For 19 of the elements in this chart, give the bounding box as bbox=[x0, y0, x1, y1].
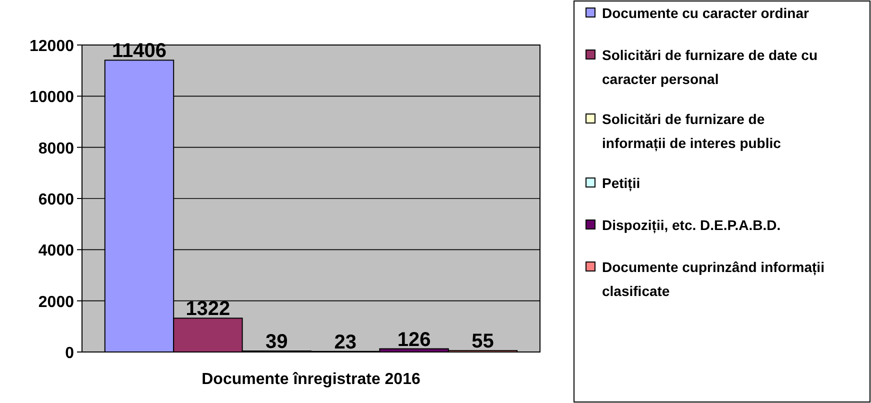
legend-label: Petiții bbox=[602, 175, 640, 192]
data-label: 126 bbox=[397, 328, 431, 351]
legend-label: Dispoziții, etc. D.E.P.A.B.D. bbox=[602, 217, 781, 234]
x-tick-label: Documente înregistrate 2016 bbox=[202, 371, 420, 388]
y-tick-label: 8000 bbox=[38, 140, 74, 158]
legend-label: Solicitări de furnizare de date cu caracter personal bbox=[602, 47, 818, 87]
legend-label: Documente cuprinzând informații clasificate bbox=[602, 259, 824, 299]
data-label: 55 bbox=[472, 330, 494, 353]
data-label: 23 bbox=[334, 331, 356, 354]
y-tick-label: 10000 bbox=[30, 89, 74, 106]
y-tick-label: 0 bbox=[65, 345, 74, 362]
data-label: 39 bbox=[266, 331, 288, 353]
y-tick-label: 4000 bbox=[38, 242, 74, 260]
legend-label: Documente cu caracter ordinar bbox=[602, 5, 810, 21]
y-tick-label: 2000 bbox=[38, 294, 74, 311]
y-tick-label: 6000 bbox=[38, 192, 74, 208]
legend-label: Solicitări de furnizare de informații de interes public bbox=[602, 111, 782, 152]
y-tick-label: 12000 bbox=[30, 38, 74, 55]
data-label: 1322 bbox=[186, 298, 230, 320]
